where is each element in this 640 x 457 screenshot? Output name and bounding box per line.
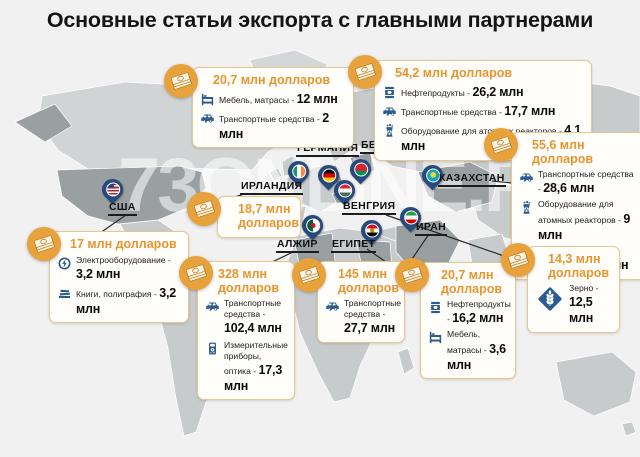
item-label: Оборудование для атомных реакторов - xyxy=(401,126,562,136)
item-label: Мебель, матрасы - xyxy=(447,329,487,355)
item-label: Транспортные средства - xyxy=(224,298,282,320)
callout-usa: 17 млн долларов Электрооборудование - 3,… xyxy=(49,231,189,324)
export-item: Измерительные приборы, оптика - 17,3 млн xyxy=(205,339,288,395)
nuclear-reactor-icon xyxy=(519,200,534,215)
electricity-icon xyxy=(57,256,72,271)
item-value: 27,7 млн xyxy=(344,321,395,336)
money-icon xyxy=(348,55,382,89)
item-label: Книги, полиграфия - xyxy=(76,288,157,299)
export-item: Транспортные средства - 2 млн xyxy=(200,110,346,143)
callout-header: 328 млн долларов xyxy=(218,267,280,295)
item-label: Мебель, матрасы - xyxy=(219,94,295,105)
books-icon xyxy=(57,286,72,301)
vehicle-icon xyxy=(382,104,397,119)
item-label: Измерительные приборы, оптика - xyxy=(224,339,288,376)
export-item: Транспортные средства - 27,7 млн xyxy=(325,298,401,337)
country-label-hungary: ВЕНГРИЯ xyxy=(342,200,397,215)
callout-egypt: 145 млн долларов Транспортные средства -… xyxy=(317,261,405,343)
export-item: Мебель, матрасы - 12 млн xyxy=(200,91,346,107)
export-item: Мебель, матрасы - 3,6 млн xyxy=(428,329,508,373)
item-value: 9 млн xyxy=(538,211,631,242)
export-item: Нефтепродукты - 16,2 млн xyxy=(428,299,511,326)
item-label: Нефтепродукты - xyxy=(401,87,471,98)
callout-header: 55,6 млн долларов xyxy=(532,138,594,166)
egypt-flag xyxy=(364,223,379,238)
callout-header: 18,7 млн долларов xyxy=(238,202,300,230)
item-label: Транспортные средства - xyxy=(344,298,402,320)
ireland-flag xyxy=(291,164,306,179)
item-label: Транспортные средства - xyxy=(401,106,502,117)
callout-header: 20,7 млн долларов xyxy=(213,73,331,87)
country-label-algeria: АЛЖИР xyxy=(276,238,319,253)
callout-header: 14,3 млн долларов xyxy=(548,252,610,280)
furniture-icon xyxy=(200,92,215,107)
item-label: Нефтепродукты - xyxy=(447,299,511,325)
nuclear-reactor-icon xyxy=(382,123,397,138)
money-icon xyxy=(395,258,429,292)
vehicle-icon xyxy=(200,111,215,126)
furniture-icon xyxy=(428,330,443,345)
callout-ireland: 18,7 млн долларов xyxy=(217,196,301,238)
grain-icon xyxy=(535,284,565,314)
vehicle-icon xyxy=(205,299,220,314)
oil-barrel-icon xyxy=(382,85,397,100)
item-value: 12,5 млн xyxy=(569,295,594,326)
country-label-kazakhstan: КАЗАХСТАН xyxy=(438,172,506,187)
usa-flag xyxy=(105,182,120,197)
callout-header: 54,2 млн долларов xyxy=(395,66,513,80)
vehicle-icon xyxy=(325,299,340,314)
money-icon xyxy=(179,256,213,290)
item-label: Транспортные средства - xyxy=(219,113,320,124)
export-item: Оборудование для атомных реакторов - 9 м… xyxy=(519,199,637,243)
callout-header: 17 млн долларов xyxy=(70,237,177,251)
money-icon xyxy=(292,258,326,292)
hungary-flag xyxy=(337,183,352,198)
item-value: 3,2 млн xyxy=(76,285,176,317)
item-value: 2 млн xyxy=(219,110,329,141)
export-item: Транспортные средства - 102,4 млн xyxy=(205,298,287,337)
item-value: 3,6 млн xyxy=(447,341,506,372)
algeria-flag xyxy=(305,218,320,233)
item-value: 17,7 млн xyxy=(504,103,556,118)
callout-hungary: 14,3 млн долларов Зерно - 12,5 млн xyxy=(527,246,620,333)
export-item: Транспортные средства - 28,6 млн xyxy=(519,169,637,196)
item-value: 17,3 млн xyxy=(224,362,283,394)
item-value: 26,2 млн xyxy=(472,84,524,99)
item-label: Оборудование для атомных реакторов - xyxy=(538,199,621,225)
item-value: 16,2 млн xyxy=(452,311,504,326)
oil-barrel-icon xyxy=(428,300,443,315)
country-label-ireland: ИРЛАНДИЯ xyxy=(240,180,304,195)
callout-iran: 20,7 млн долларов Нефтепродукты - 16,2 м… xyxy=(420,262,516,380)
item-label: Электрооборудование - xyxy=(76,254,171,265)
item-value: 28,6 млн xyxy=(543,181,595,196)
money-icon xyxy=(164,64,198,98)
money-icon xyxy=(501,243,535,277)
belarus-flag xyxy=(353,162,368,177)
item-label: Транспортные средства - xyxy=(538,169,634,195)
export-item: Книги, полиграфия - 3,2 млн xyxy=(57,285,181,318)
item-label: Зерно - xyxy=(569,283,599,293)
germany-flag xyxy=(321,168,336,183)
page-title: Основные статьи экспорта с главными парт… xyxy=(46,8,594,32)
money-icon xyxy=(484,128,518,162)
export-item: Нефтепродукты - 26,2 млн xyxy=(382,84,584,100)
callout-header: 20,7 млн долларов xyxy=(441,268,503,296)
country-label-usa: США xyxy=(108,201,137,216)
money-icon xyxy=(27,227,61,261)
item-value: 3,2 млн xyxy=(76,266,121,281)
export-item: Электрооборудование - 3,2 млн xyxy=(57,255,181,282)
vehicle-icon xyxy=(519,170,534,185)
country-label-egypt: ЕГИПЕТ xyxy=(331,238,377,253)
country-label-iran: ИРАН xyxy=(415,221,447,236)
instruments-icon xyxy=(205,341,220,356)
item-value: 12 млн xyxy=(296,91,338,106)
export-item: Транспортные средства - 17,7 млн xyxy=(382,103,584,119)
item-value: 102,4 млн xyxy=(224,321,282,336)
callout-algeria: 328 млн долларов Транспортные средства -… xyxy=(197,261,295,401)
callout-germany: 20,7 млн долларов Мебель, матрасы - 12 м… xyxy=(192,67,354,149)
callout-header: 145 млн долларов xyxy=(338,267,400,295)
export-item: Зерно - 12,5 млн xyxy=(535,283,612,327)
money-icon xyxy=(187,192,221,226)
